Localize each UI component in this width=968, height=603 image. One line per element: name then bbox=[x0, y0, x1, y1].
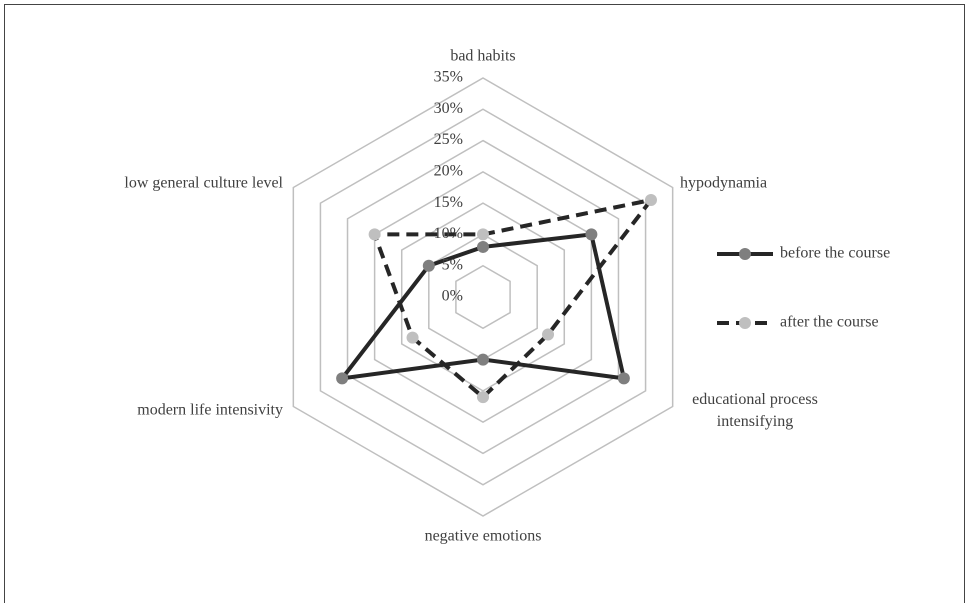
grid-ring bbox=[319, 108, 647, 486]
r-tick-label: 25% bbox=[434, 131, 463, 148]
chart-frame bbox=[4, 4, 965, 603]
series-marker bbox=[336, 372, 349, 385]
legend-label: before the course bbox=[780, 245, 890, 262]
series-marker bbox=[542, 328, 555, 341]
series-marker bbox=[368, 228, 381, 241]
series-marker bbox=[477, 391, 489, 404]
r-tick-label: 15% bbox=[434, 194, 463, 211]
r-tick-label: 10% bbox=[434, 225, 463, 242]
category-label: educational process intensifying bbox=[692, 391, 818, 430]
grid-ring bbox=[292, 77, 674, 517]
grid-ring bbox=[346, 139, 620, 455]
series-marker bbox=[477, 240, 489, 253]
category-label: negative emotions bbox=[425, 528, 542, 545]
category-label: low general culture level bbox=[124, 175, 283, 192]
series-marker bbox=[422, 259, 435, 272]
series-marker bbox=[477, 228, 489, 241]
series-marker bbox=[406, 331, 419, 344]
grid-ring bbox=[455, 264, 511, 330]
r-tick-label: 35% bbox=[434, 69, 463, 86]
marks bbox=[336, 194, 657, 404]
series-marker bbox=[585, 228, 598, 241]
r-tick-label: 0% bbox=[442, 288, 463, 305]
grid bbox=[292, 77, 674, 517]
series-marker bbox=[617, 372, 630, 385]
series-marker bbox=[477, 353, 489, 366]
category-label: bad habits bbox=[450, 48, 515, 65]
category-label: modern life intensivity bbox=[137, 402, 283, 419]
legend-marker bbox=[739, 317, 751, 329]
series-marker bbox=[644, 194, 657, 207]
legend-label: after the course bbox=[780, 314, 879, 331]
r-tick-label: 30% bbox=[434, 100, 463, 117]
legend-marker bbox=[739, 248, 751, 260]
category-label: hypodynamia bbox=[680, 175, 767, 192]
labels: before the course after the course 0% 5% 10%… bbox=[124, 48, 890, 545]
grid-ring bbox=[400, 202, 566, 392]
r-tick-label: 20% bbox=[434, 163, 463, 180]
r-tick-label: 5% bbox=[442, 256, 463, 273]
